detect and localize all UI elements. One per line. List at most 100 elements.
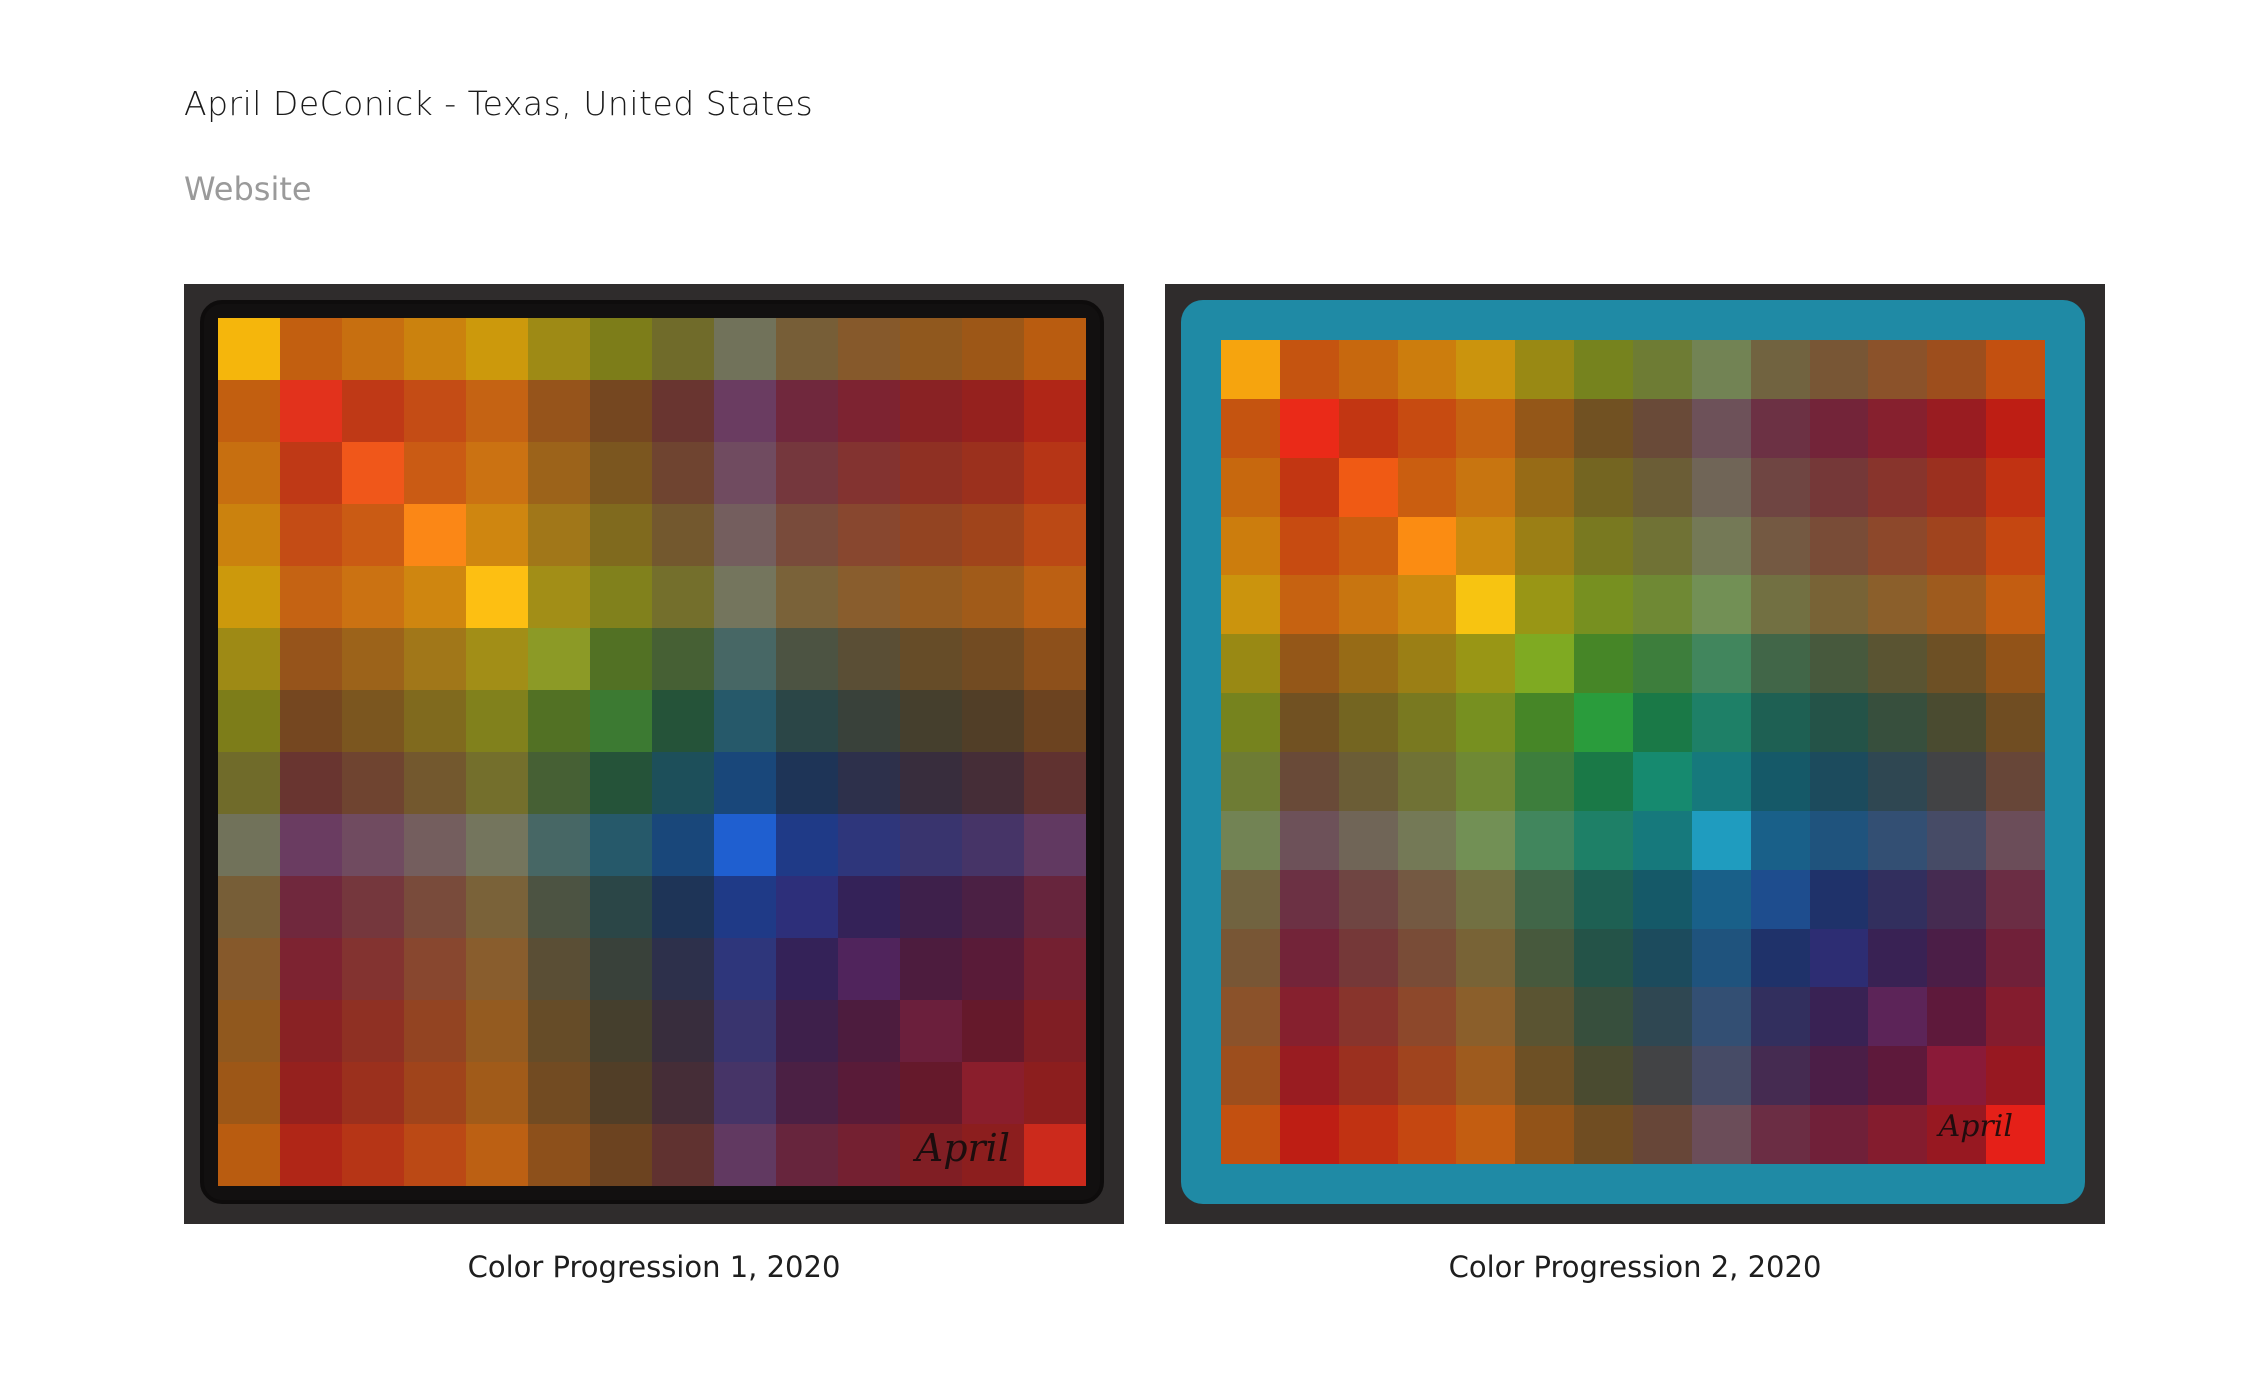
rug-square (1456, 752, 1516, 811)
rug-square (1691, 928, 1751, 988)
rug-square (714, 690, 776, 752)
rug-square (590, 814, 652, 876)
rug-square (1927, 575, 1987, 635)
rug-square (714, 938, 776, 1000)
rug-square (590, 690, 652, 752)
rug-square (466, 876, 528, 938)
rug-square (838, 938, 900, 1000)
rug-square (1338, 575, 1398, 635)
rug-square (714, 504, 776, 566)
rug-square (1750, 869, 1810, 929)
rug-square (1633, 987, 1692, 1047)
rug-square (1397, 1046, 1457, 1106)
rug-square (1515, 634, 1575, 694)
rug-square (1456, 928, 1516, 988)
rug-square (838, 690, 900, 752)
rug-square (1221, 810, 1280, 870)
rug-square (1691, 398, 1751, 458)
rug-square (1986, 928, 2045, 988)
artwork-caption-1: Color Progression 1, 2020 (467, 1250, 841, 1284)
rug-square (1397, 987, 1457, 1047)
rug-square (1750, 516, 1810, 576)
rug-square (528, 1062, 590, 1124)
rug-square (466, 814, 528, 876)
rug-square (1024, 690, 1086, 752)
rug-square (1024, 504, 1086, 566)
rug-square (1927, 398, 1987, 458)
rug-square (1868, 987, 1928, 1047)
artwork-image-1[interactable]: April (184, 284, 1124, 1224)
rug-square (1338, 1046, 1398, 1106)
rug-square (1397, 398, 1457, 458)
rug-square (776, 938, 838, 1000)
rug-square (1397, 340, 1457, 399)
rug-square (838, 442, 900, 504)
rug-square (1633, 869, 1692, 929)
rug-square (466, 628, 528, 690)
rug-square (838, 318, 900, 380)
rug-square (590, 938, 652, 1000)
rug-square (1927, 810, 1987, 870)
rug-square (590, 318, 652, 380)
rug-square (280, 690, 342, 752)
rug-square (466, 1062, 528, 1124)
rug-square (404, 938, 466, 1000)
rug-square (714, 628, 776, 690)
rug-square (1633, 340, 1692, 399)
rug-square (652, 938, 714, 1000)
rug-square (528, 752, 590, 814)
website-link[interactable]: Website (184, 170, 312, 208)
rug-square (1397, 693, 1457, 752)
rug-square (652, 1062, 714, 1124)
rug-square (466, 1124, 528, 1186)
rug-square (1750, 398, 1810, 458)
rug-square (1574, 457, 1633, 517)
rug-square (1515, 516, 1575, 576)
rug-square (590, 876, 652, 938)
rug-square (1868, 693, 1928, 752)
rug-square (218, 442, 280, 504)
rug-square (1279, 869, 1339, 929)
rug-square (1574, 987, 1633, 1047)
rug-square (342, 690, 404, 752)
rug-square (404, 1124, 466, 1186)
rug-square (1868, 752, 1928, 811)
rug-square (1986, 987, 2045, 1047)
rug-square (1574, 575, 1633, 635)
rug-square (962, 752, 1024, 814)
rug-square (1338, 693, 1398, 752)
rug-square (776, 814, 838, 876)
rug-square (1691, 634, 1751, 694)
rug-square (1456, 575, 1516, 635)
rug-square (1279, 340, 1339, 399)
rug-square (528, 566, 590, 628)
rug-square (1750, 928, 1810, 988)
rug-square (342, 504, 404, 566)
artwork-image-2[interactable]: April (1165, 284, 2105, 1224)
rug-square (1515, 457, 1575, 517)
rug-square (652, 380, 714, 442)
rug-square (1809, 928, 1869, 988)
rug-square (1633, 575, 1692, 635)
rug-square (1279, 752, 1339, 811)
rug-square (342, 1000, 404, 1062)
rug-square (1024, 318, 1086, 380)
rug-square (962, 1062, 1024, 1124)
rug-square (1691, 810, 1751, 870)
rug-square (1456, 516, 1516, 576)
rug-square (838, 1124, 900, 1186)
rug-square (1809, 398, 1869, 458)
rug-square (1338, 987, 1398, 1047)
rug-square (776, 752, 838, 814)
rug-square (1809, 987, 1869, 1047)
rug-square (528, 442, 590, 504)
rug-square (1574, 340, 1633, 399)
rug-square (900, 752, 962, 814)
rug-square (1927, 928, 1987, 988)
rug-square (1515, 340, 1575, 399)
rug-square (1515, 398, 1575, 458)
rug-square (1279, 575, 1339, 635)
rug-square (1221, 693, 1280, 752)
rug-square (838, 380, 900, 442)
rug-square (1691, 1046, 1751, 1106)
